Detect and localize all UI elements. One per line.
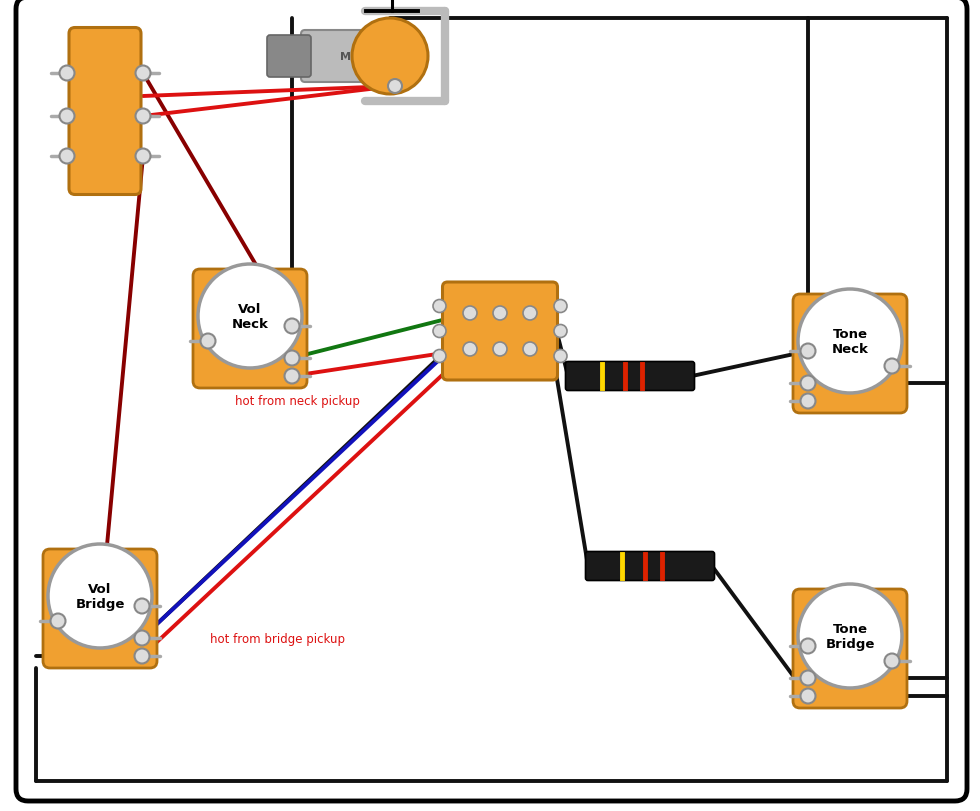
FancyBboxPatch shape (43, 549, 157, 668)
Circle shape (463, 342, 477, 357)
Circle shape (885, 654, 900, 669)
Text: Vol
Bridge: Vol Bridge (75, 582, 124, 610)
Circle shape (801, 344, 815, 359)
Circle shape (60, 67, 74, 81)
Text: hot from neck pickup: hot from neck pickup (235, 395, 360, 408)
Circle shape (352, 19, 428, 95)
Circle shape (801, 376, 815, 391)
Circle shape (433, 300, 446, 313)
Circle shape (284, 369, 300, 384)
Circle shape (135, 67, 151, 81)
Circle shape (493, 342, 507, 357)
Circle shape (134, 631, 150, 646)
FancyBboxPatch shape (585, 551, 714, 581)
Circle shape (523, 307, 537, 320)
Text: M: M (339, 52, 351, 62)
Circle shape (60, 109, 74, 124)
Circle shape (493, 307, 507, 320)
Circle shape (798, 584, 902, 689)
Circle shape (134, 649, 150, 663)
Circle shape (801, 639, 815, 654)
Circle shape (284, 319, 300, 334)
Circle shape (554, 300, 567, 313)
Circle shape (433, 350, 446, 363)
FancyBboxPatch shape (443, 283, 558, 380)
FancyBboxPatch shape (69, 28, 141, 195)
Circle shape (135, 149, 151, 165)
Text: Tone
Neck: Tone Neck (832, 328, 868, 355)
Circle shape (463, 307, 477, 320)
Circle shape (433, 325, 446, 338)
FancyBboxPatch shape (16, 0, 967, 801)
Circle shape (198, 264, 302, 368)
Circle shape (201, 334, 216, 349)
Text: hot from bridge pickup: hot from bridge pickup (210, 633, 345, 646)
FancyBboxPatch shape (565, 362, 695, 391)
FancyBboxPatch shape (267, 36, 311, 78)
Circle shape (48, 544, 152, 648)
Text: Vol
Neck: Vol Neck (231, 303, 269, 331)
Circle shape (554, 325, 567, 338)
Circle shape (284, 351, 300, 366)
FancyBboxPatch shape (793, 294, 907, 414)
FancyBboxPatch shape (301, 31, 394, 83)
Circle shape (798, 290, 902, 393)
Circle shape (801, 394, 815, 409)
Circle shape (60, 149, 74, 165)
Circle shape (134, 599, 150, 614)
FancyBboxPatch shape (193, 270, 307, 388)
Circle shape (388, 80, 402, 94)
Circle shape (801, 671, 815, 685)
FancyBboxPatch shape (793, 590, 907, 708)
Text: Tone
Bridge: Tone Bridge (825, 622, 875, 650)
Circle shape (554, 350, 567, 363)
Circle shape (51, 614, 66, 629)
Circle shape (801, 689, 815, 704)
Circle shape (885, 359, 900, 374)
Circle shape (523, 342, 537, 357)
Circle shape (135, 109, 151, 124)
